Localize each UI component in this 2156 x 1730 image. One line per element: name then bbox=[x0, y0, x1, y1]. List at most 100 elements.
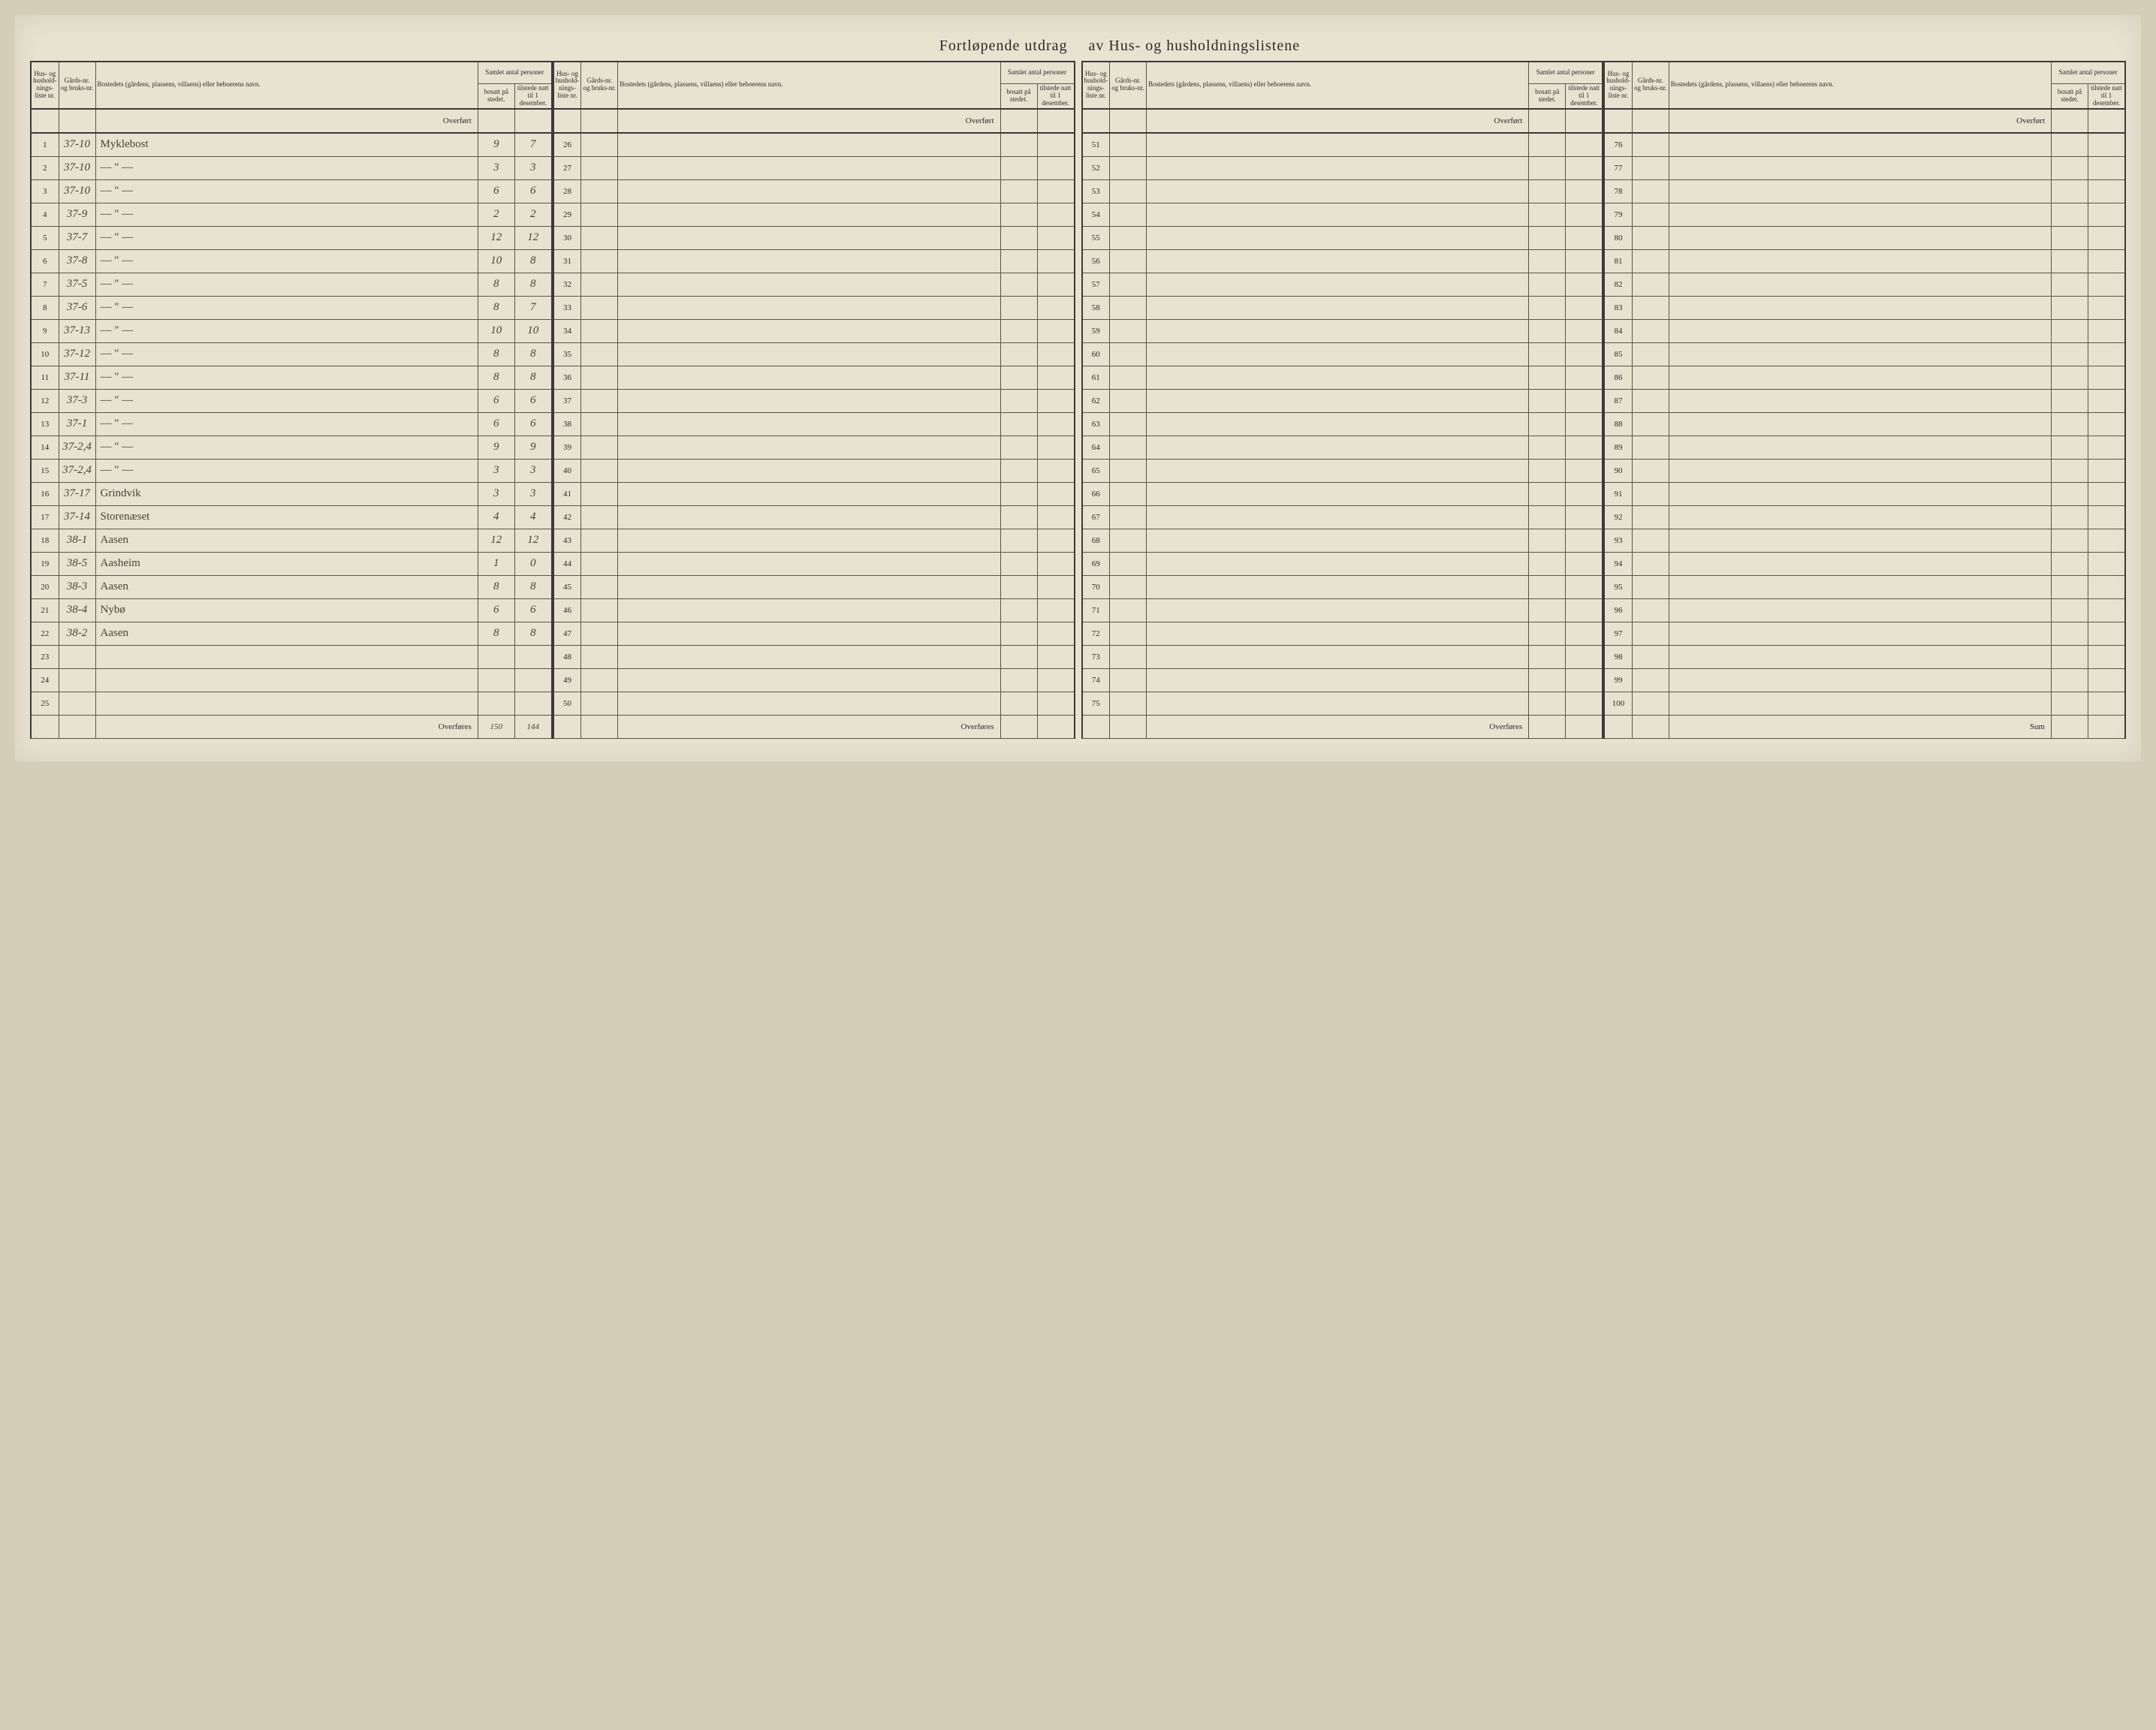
table-row: 137-10Myklebost97 bbox=[31, 133, 552, 157]
cell-gard bbox=[1110, 598, 1147, 622]
row-number: 1 bbox=[31, 133, 59, 157]
cell-tilstede: 6 bbox=[514, 412, 552, 436]
table-row: 47 bbox=[553, 622, 1075, 645]
cell-bosatt bbox=[2052, 459, 2088, 482]
cell-bosatt bbox=[1000, 319, 1037, 342]
cell-gard bbox=[1110, 273, 1147, 296]
cell-bosatt bbox=[1529, 156, 1566, 179]
cell-bosatt: 3 bbox=[478, 482, 514, 505]
header-navn: Bostedets (gårdens, plassens, villaens) … bbox=[95, 62, 478, 109]
cell-navn bbox=[1669, 226, 2051, 249]
header-bosatt: bosatt på stedet. bbox=[2052, 84, 2088, 109]
table-row: 49 bbox=[553, 668, 1075, 692]
cell-navn bbox=[1669, 529, 2051, 552]
cell-tilstede bbox=[1566, 436, 1603, 459]
cell-bosatt bbox=[2052, 273, 2088, 296]
row-number: 46 bbox=[553, 598, 581, 622]
row-number: 8 bbox=[31, 296, 59, 319]
cell-tilstede bbox=[1566, 575, 1603, 598]
cell-bosatt bbox=[1529, 622, 1566, 645]
cell-tilstede bbox=[1566, 342, 1603, 366]
cell-bosatt bbox=[2052, 203, 2088, 226]
cell-gard bbox=[1110, 296, 1147, 319]
cell-navn bbox=[618, 366, 1000, 389]
cell-tilstede bbox=[1037, 575, 1075, 598]
cell-navn bbox=[618, 459, 1000, 482]
cell-gard bbox=[581, 296, 618, 319]
row-number: 34 bbox=[553, 319, 581, 342]
row-number: 9 bbox=[31, 319, 59, 342]
table-row: 42 bbox=[553, 505, 1075, 529]
cell-navn bbox=[618, 692, 1000, 715]
overfores-row: Overføres bbox=[1082, 715, 1603, 738]
cell-gard bbox=[1632, 366, 1669, 389]
table-row: 86 bbox=[1604, 366, 2125, 389]
cell-bosatt bbox=[2052, 692, 2088, 715]
cell-gard bbox=[1632, 436, 1669, 459]
cell-navn bbox=[1669, 459, 2051, 482]
footer-tilstede bbox=[2088, 715, 2126, 738]
table-row: 35 bbox=[553, 342, 1075, 366]
row-number: 95 bbox=[1604, 575, 1632, 598]
table-row: 32 bbox=[553, 273, 1075, 296]
cell-tilstede bbox=[1037, 203, 1075, 226]
row-number: 47 bbox=[553, 622, 581, 645]
row-number: 94 bbox=[1604, 552, 1632, 575]
cell-navn bbox=[1669, 319, 2051, 342]
cell-gard bbox=[1110, 389, 1147, 412]
cell-tilstede bbox=[1566, 552, 1603, 575]
cell-gard bbox=[1632, 342, 1669, 366]
cell-navn bbox=[618, 156, 1000, 179]
cell-gard bbox=[1110, 505, 1147, 529]
cell-navn: Aasen bbox=[95, 529, 478, 552]
cell-bosatt bbox=[2052, 668, 2088, 692]
cell-bosatt bbox=[1529, 226, 1566, 249]
cell-gard bbox=[1632, 296, 1669, 319]
cell-bosatt bbox=[1529, 668, 1566, 692]
row-number: 80 bbox=[1604, 226, 1632, 249]
cell-navn bbox=[618, 389, 1000, 412]
table-row: 56 bbox=[1082, 249, 1603, 273]
cell-bosatt bbox=[1000, 575, 1037, 598]
overfores-row: Overføres bbox=[553, 715, 1075, 738]
cell-tilstede bbox=[1037, 342, 1075, 366]
cell-navn bbox=[618, 598, 1000, 622]
row-number: 93 bbox=[1604, 529, 1632, 552]
header-tilstede: tilstede natt til 1 desember. bbox=[1037, 84, 1075, 109]
cell-navn bbox=[618, 342, 1000, 366]
cell-navn bbox=[1669, 342, 2051, 366]
cell-gard bbox=[1632, 622, 1669, 645]
table-row: 36 bbox=[553, 366, 1075, 389]
table-row: 31 bbox=[553, 249, 1075, 273]
row-number: 73 bbox=[1082, 645, 1110, 668]
ledger-block-1: Hus- og hushold-nings-liste nr.Gårds-nr.… bbox=[30, 61, 553, 739]
cell-gard bbox=[1632, 319, 1669, 342]
ledger-table: Hus- og hushold-nings-liste nr.Gårds-nr.… bbox=[30, 61, 553, 739]
cell-gard bbox=[581, 156, 618, 179]
cell-gard bbox=[1632, 412, 1669, 436]
cell-bosatt bbox=[1000, 203, 1037, 226]
header-samlet: Samlet antal personer bbox=[478, 62, 552, 84]
cell-gard bbox=[581, 529, 618, 552]
cell-tilstede bbox=[1037, 273, 1075, 296]
table-row: 1537-2,4— " —33 bbox=[31, 459, 552, 482]
cell-bosatt bbox=[1000, 459, 1037, 482]
cell-gard: 37-14 bbox=[59, 505, 95, 529]
cell-navn bbox=[618, 133, 1000, 157]
cell-gard: 38-2 bbox=[59, 622, 95, 645]
cell-tilstede bbox=[1566, 366, 1603, 389]
cell-bosatt: 6 bbox=[478, 389, 514, 412]
overfort-label: Overført bbox=[1669, 109, 2051, 133]
cell-navn: — " — bbox=[95, 226, 478, 249]
table-row: 71 bbox=[1082, 598, 1603, 622]
row-number: 65 bbox=[1082, 459, 1110, 482]
cell-gard bbox=[581, 692, 618, 715]
ledger-table: Hus- og hushold-nings-liste nr.Gårds-nr.… bbox=[1081, 61, 1604, 739]
cell-bosatt bbox=[1000, 692, 1037, 715]
cell-navn bbox=[1147, 598, 1529, 622]
cell-bosatt: 2 bbox=[478, 203, 514, 226]
cell-bosatt: 8 bbox=[478, 296, 514, 319]
table-row: 53 bbox=[1082, 179, 1603, 203]
cell-gard bbox=[59, 692, 95, 715]
cell-tilstede bbox=[1566, 226, 1603, 249]
